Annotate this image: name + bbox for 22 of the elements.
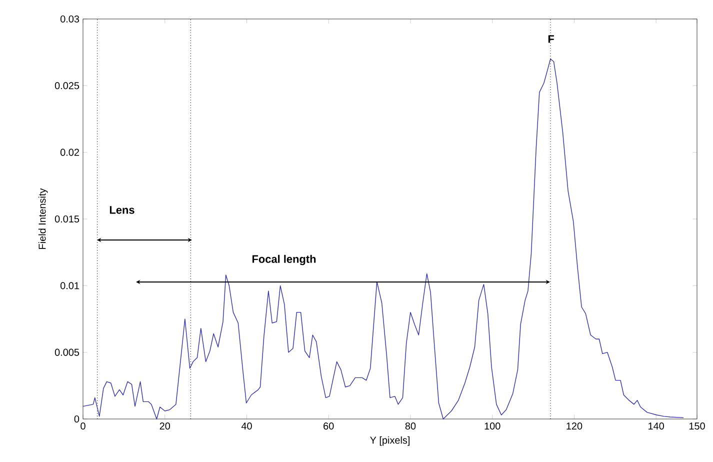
x-axis-title: Y [pixels] (370, 436, 410, 446)
x-tick-label: 0 (80, 422, 86, 430)
x-tick-label: 100 (484, 422, 500, 430)
y-tick-label: 0.005 (54, 348, 80, 356)
x-tick-label: 150 (689, 422, 705, 430)
y-tick-label: 0.03 (60, 15, 80, 23)
x-tick-label: 20 (160, 422, 170, 430)
annotation: Lens (110, 206, 134, 214)
annotation: F (548, 35, 554, 43)
y-tick-label: 0.025 (54, 82, 80, 90)
x-tick-label: 120 (566, 422, 582, 430)
y-tick-label: 0.015 (54, 215, 80, 223)
y-axis-title: Field Intensity (38, 188, 48, 249)
x-tick-label: 60 (324, 422, 334, 430)
y-tick-label: 0.01 (60, 282, 79, 290)
y-tick-label: 0 (74, 415, 80, 423)
x-tick-label: 140 (648, 422, 664, 430)
y-tick-label: 0.02 (60, 148, 79, 156)
line-series (82, 58, 684, 420)
x-tick-label: 40 (241, 422, 252, 430)
x-tick-label: 80 (405, 422, 416, 430)
annotation: Focal length (252, 254, 316, 266)
